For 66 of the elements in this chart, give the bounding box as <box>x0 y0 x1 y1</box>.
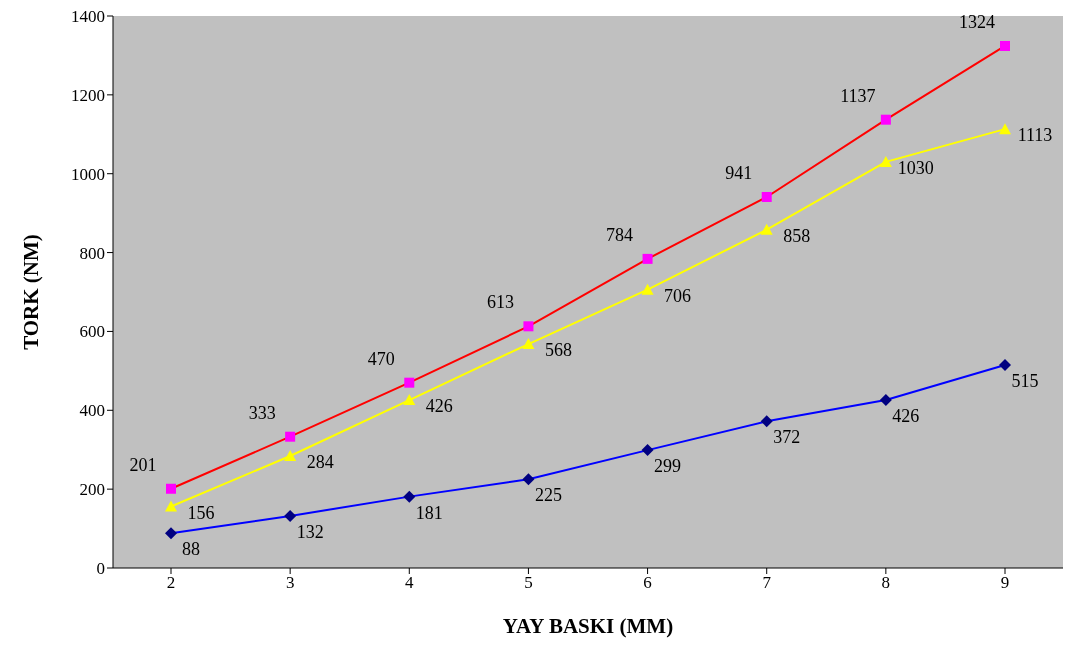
point <box>403 394 416 406</box>
data-label: 706 <box>664 285 692 306</box>
y-tick-label: 400 <box>79 401 105 421</box>
data-label: 784 <box>606 225 634 246</box>
y-tick-label: 1400 <box>71 7 105 27</box>
y-tick-label: 1200 <box>71 85 105 105</box>
data-label: 156 <box>187 502 215 523</box>
point <box>1000 40 1010 51</box>
x-tick-label: 6 <box>643 573 652 593</box>
y-tick-label: 200 <box>79 480 105 500</box>
data-label: 201 <box>129 454 157 475</box>
data-label: 941 <box>725 163 753 184</box>
data-label: 132 <box>296 522 324 543</box>
x-tick-label: 2 <box>166 573 176 593</box>
point <box>879 394 892 407</box>
data-label: 1030 <box>897 158 934 179</box>
data-label: 515 <box>1011 371 1039 392</box>
point <box>522 473 535 486</box>
y-tick-label: 1000 <box>71 164 105 184</box>
data-label: 181 <box>415 502 443 523</box>
point <box>165 500 177 512</box>
point <box>999 123 1011 135</box>
point <box>403 490 416 503</box>
data-label: 372 <box>773 427 801 448</box>
data-label: 613 <box>486 292 514 313</box>
data-label: 1137 <box>840 85 876 106</box>
data-label: 470 <box>367 348 395 369</box>
point <box>284 509 297 522</box>
point <box>166 483 176 494</box>
data-label: 1324 <box>959 12 995 33</box>
x-axis-title: YAY BASKI (MM) <box>502 613 674 638</box>
data-label: 858 <box>783 225 811 246</box>
x-tick-label: 8 <box>881 573 891 593</box>
point <box>285 431 296 442</box>
data-label: 88 <box>182 539 200 560</box>
data-label: 299 <box>654 456 682 477</box>
data-label: 225 <box>534 485 562 506</box>
y-tick-label: 600 <box>79 322 105 342</box>
y-tick-label: 800 <box>79 243 105 263</box>
data-label: 426 <box>425 396 453 417</box>
point <box>165 527 177 540</box>
y-axis-title: TORK (NM) <box>19 234 44 350</box>
point <box>641 444 654 457</box>
point <box>879 155 892 167</box>
x-tick-label: 4 <box>405 573 415 593</box>
point <box>404 377 415 388</box>
y-tick-label: 0 <box>96 559 105 579</box>
data-label: 568 <box>544 340 572 361</box>
point <box>760 415 773 428</box>
point <box>760 223 773 235</box>
point <box>761 191 772 202</box>
point <box>641 283 654 295</box>
x-tick-label: 5 <box>524 573 533 593</box>
point <box>880 114 891 125</box>
point <box>642 253 653 264</box>
point <box>523 321 534 332</box>
x-tick-label: 3 <box>285 573 295 593</box>
data-label: 426 <box>892 406 920 427</box>
data-label: 284 <box>306 452 334 473</box>
data-label: 333 <box>248 402 276 423</box>
point <box>522 338 535 350</box>
point <box>999 358 1011 371</box>
point <box>284 450 297 462</box>
data-label: 1113 <box>1017 125 1053 146</box>
x-tick-label: 7 <box>762 573 772 593</box>
x-tick-label: 9 <box>1000 573 1010 593</box>
